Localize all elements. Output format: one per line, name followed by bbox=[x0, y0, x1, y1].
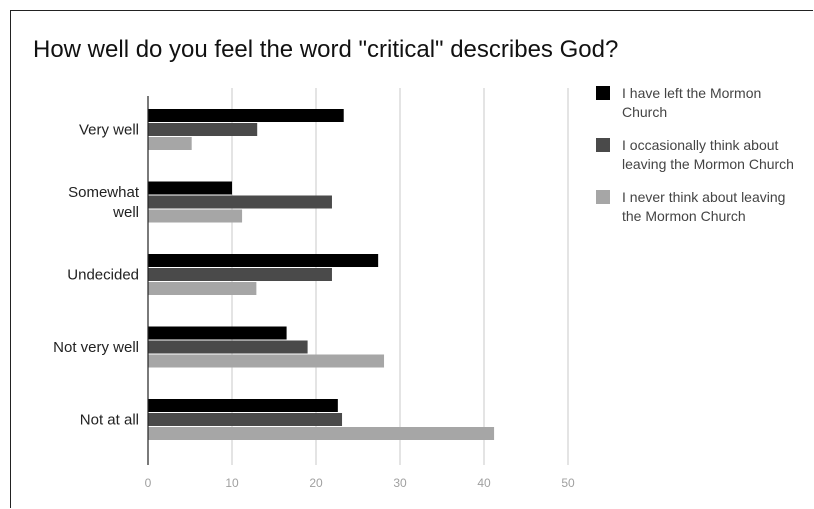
bar bbox=[148, 268, 332, 281]
bar bbox=[148, 427, 495, 440]
bar bbox=[148, 413, 343, 426]
bar bbox=[148, 254, 379, 267]
bar bbox=[148, 181, 232, 195]
bar bbox=[148, 326, 287, 340]
chart-frame bbox=[10, 10, 813, 508]
category-label: Not very well bbox=[53, 339, 139, 356]
legend-swatch-never bbox=[596, 190, 610, 204]
legend: I have left the Mormon Church I occasion… bbox=[596, 84, 806, 240]
category-label: Very well bbox=[79, 122, 139, 139]
bar bbox=[148, 399, 338, 412]
bar bbox=[148, 209, 243, 223]
category-label: Not at all bbox=[80, 412, 139, 429]
x-tick-label: 0 bbox=[145, 476, 152, 490]
legend-label: I have left the Mormon Church bbox=[622, 85, 762, 120]
legend-item[interactable]: I never think about leaving the Mormon C… bbox=[596, 188, 806, 226]
bar bbox=[148, 354, 385, 368]
legend-swatch-occasionally bbox=[596, 138, 610, 152]
legend-label: I occasionally think about leaving the M… bbox=[622, 137, 794, 172]
bar bbox=[148, 123, 258, 136]
x-tick-label: 40 bbox=[477, 476, 491, 490]
chart-title: How well do you feel the word "critical"… bbox=[33, 36, 619, 63]
x-tick-label: 30 bbox=[393, 476, 407, 490]
bar bbox=[148, 195, 332, 209]
x-tick-label: 20 bbox=[309, 476, 323, 490]
bar bbox=[148, 340, 308, 354]
bar bbox=[148, 282, 257, 295]
legend-item[interactable]: I have left the Mormon Church bbox=[596, 84, 806, 122]
category-label: Undecided bbox=[67, 267, 139, 284]
legend-swatch-left bbox=[596, 86, 610, 100]
legend-label: I never think about leaving the Mormon C… bbox=[622, 189, 786, 224]
x-tick-label: 10 bbox=[225, 476, 239, 490]
category-label: Somewhat well bbox=[68, 184, 140, 221]
bar bbox=[148, 109, 344, 122]
x-tick-label: 50 bbox=[561, 476, 575, 490]
bar bbox=[148, 137, 192, 150]
legend-item[interactable]: I occasionally think about leaving the M… bbox=[596, 136, 806, 174]
